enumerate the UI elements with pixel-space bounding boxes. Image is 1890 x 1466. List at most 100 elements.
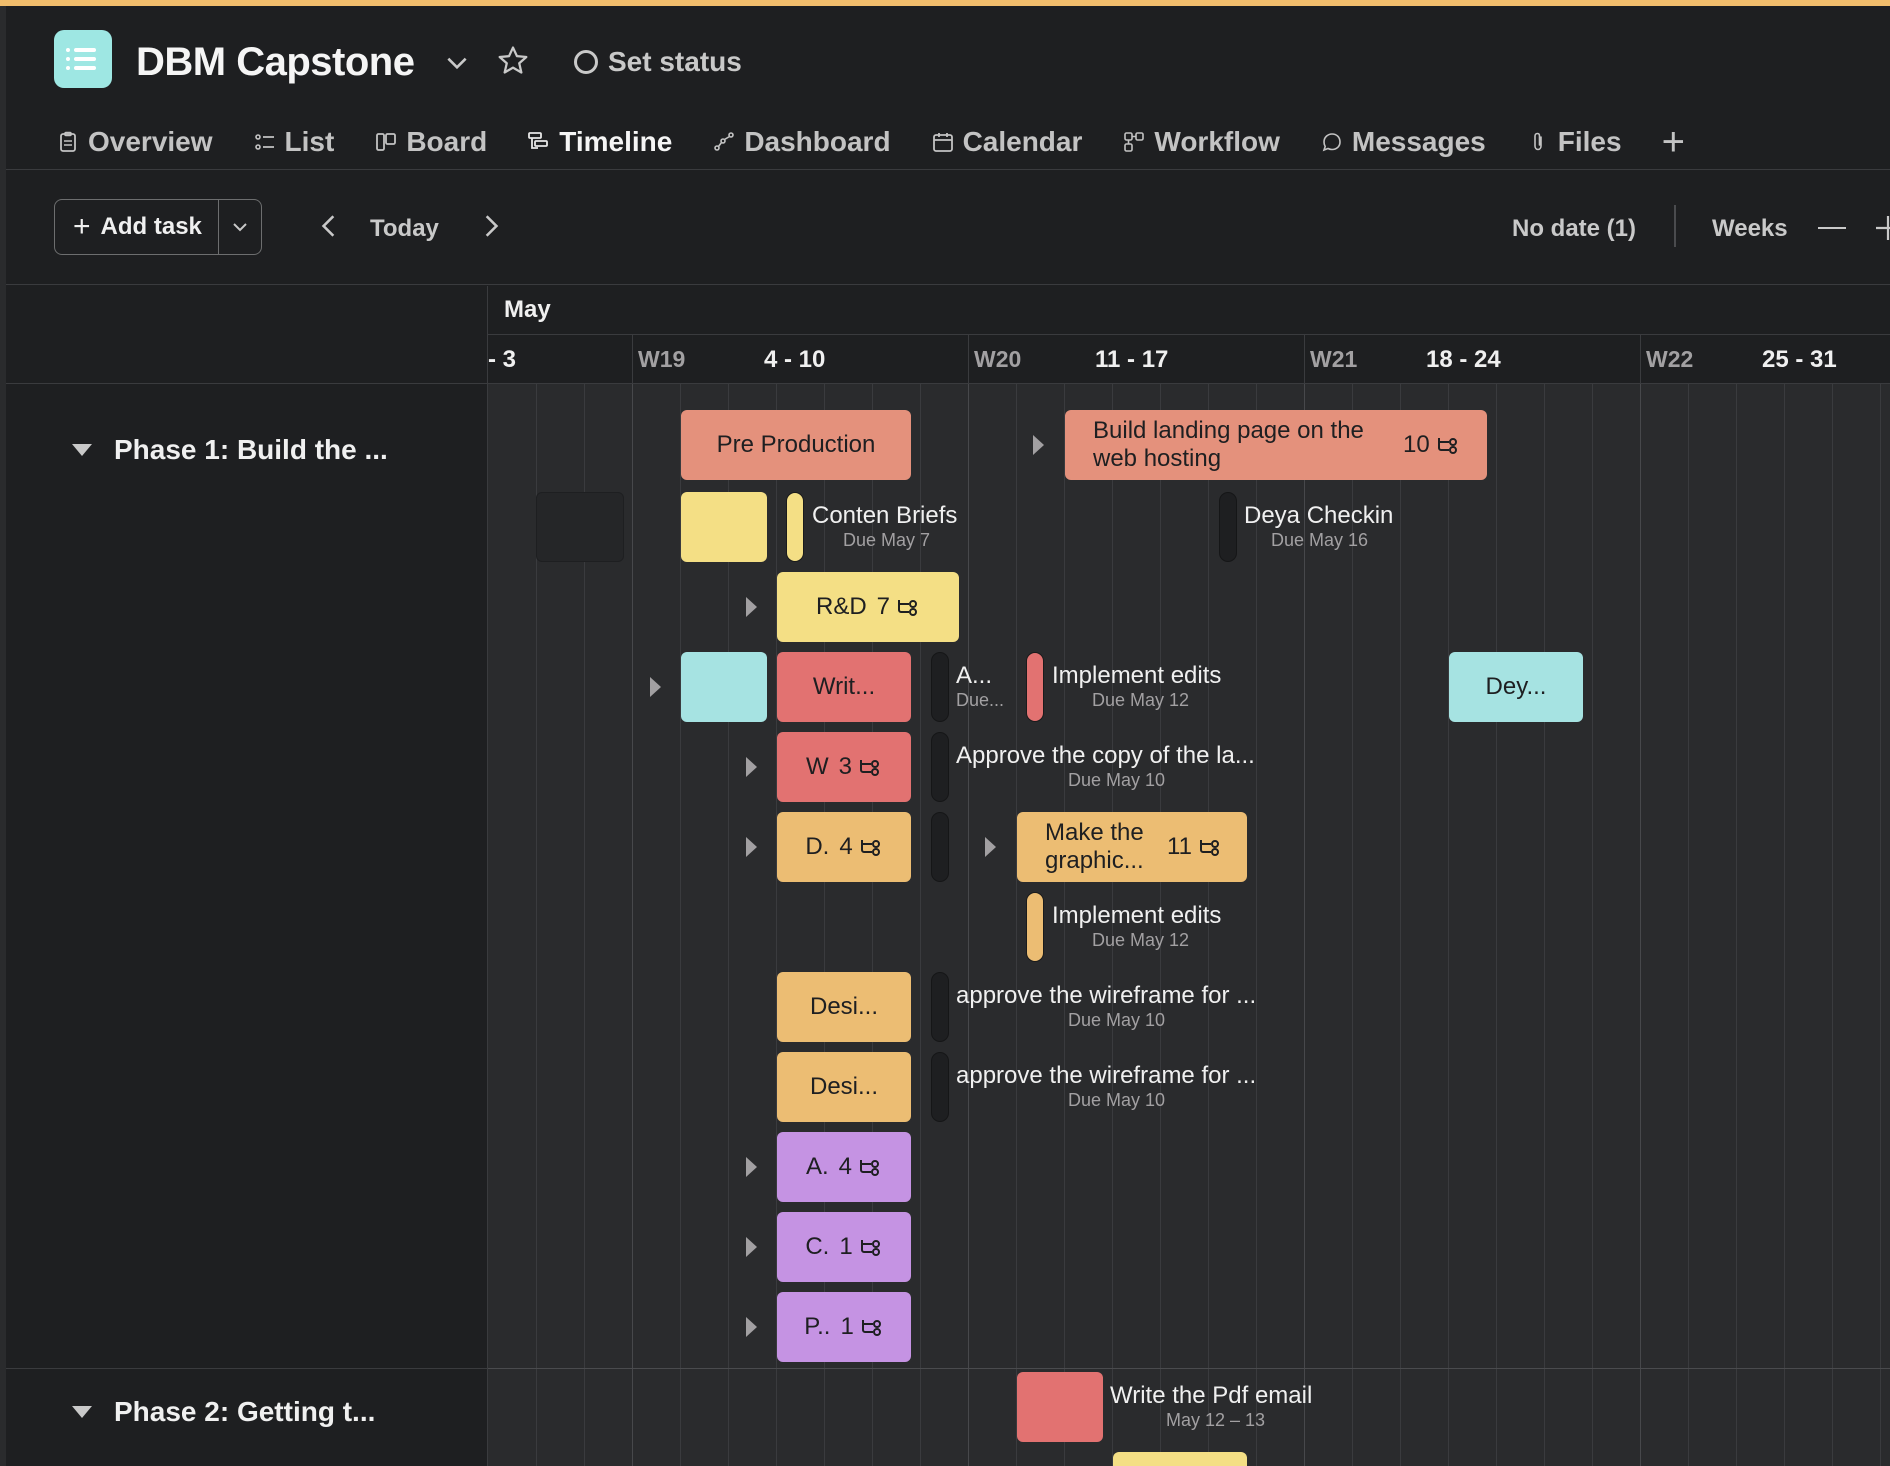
task-title[interactable]: Implement edits bbox=[1052, 662, 1222, 689]
task-bar-pdf-email[interactable] bbox=[1017, 1372, 1103, 1442]
month-divider bbox=[488, 334, 1890, 335]
section-header[interactable]: Phase 1: Build the ... bbox=[72, 434, 388, 466]
add-tab-button[interactable]: + bbox=[1662, 118, 1685, 166]
week-line bbox=[1304, 384, 1305, 1466]
task-bar-teal[interactable] bbox=[681, 652, 767, 722]
tab-files[interactable]: Files bbox=[1526, 118, 1622, 166]
task-bar-landing-page[interactable]: Build landing page on the web hosting 10 bbox=[1065, 410, 1487, 480]
subtask-count-value: 10 bbox=[1403, 431, 1430, 459]
no-date-button[interactable]: No date (1) bbox=[1512, 215, 1637, 242]
list-icon bbox=[254, 134, 274, 150]
list-icon[interactable] bbox=[54, 30, 112, 88]
task-bar-w[interactable]: W 3 bbox=[777, 732, 911, 802]
task-title: A. bbox=[805, 1153, 829, 1180]
tab-calendar[interactable]: Calendar bbox=[931, 118, 1082, 166]
expand-caret-icon[interactable] bbox=[746, 757, 757, 777]
tab-messages[interactable]: Messages bbox=[1320, 118, 1486, 166]
tab-board[interactable]: Board bbox=[374, 118, 487, 166]
expand-caret-icon[interactable] bbox=[650, 677, 661, 697]
day-line bbox=[1208, 384, 1209, 1466]
task-title[interactable]: Approve the copy of the la... bbox=[956, 742, 1255, 769]
expand-caret-icon[interactable] bbox=[746, 1317, 757, 1337]
task-title[interactable]: Deya Checkin bbox=[1244, 502, 1394, 529]
zoom-level-select[interactable]: Weeks bbox=[1712, 215, 1788, 242]
week-range: 18 - 24 bbox=[1426, 346, 1501, 373]
week-line bbox=[1640, 384, 1641, 1466]
milestone-marker[interactable] bbox=[931, 732, 949, 802]
subtask-count-value: 1 bbox=[839, 1233, 853, 1260]
expand-caret-icon[interactable] bbox=[985, 837, 996, 857]
day-line bbox=[1496, 384, 1497, 1466]
task-bar-make-graphic[interactable]: Make the graphic... 11 bbox=[1017, 812, 1247, 882]
zoom-in-button[interactable] bbox=[1876, 213, 1890, 243]
task-due-date: Due May 10 bbox=[1068, 770, 1166, 790]
task-bar-c[interactable]: C. 1 bbox=[777, 1212, 911, 1282]
top-accent-stripe bbox=[0, 0, 1890, 6]
task-due-date: Due May 10 bbox=[1068, 1010, 1166, 1030]
task-bar-dey[interactable]: Dey... bbox=[1449, 652, 1583, 722]
expand-caret-icon[interactable] bbox=[1033, 435, 1044, 455]
set-status-button[interactable]: Set status bbox=[574, 46, 742, 78]
day-line bbox=[536, 384, 537, 1466]
milestone-marker[interactable] bbox=[931, 652, 949, 722]
expand-caret-icon[interactable] bbox=[746, 597, 757, 617]
today-button[interactable]: Today bbox=[370, 215, 439, 242]
expand-caret-icon[interactable] bbox=[746, 1237, 757, 1257]
tab-list[interactable]: List bbox=[253, 118, 334, 166]
section-list-header bbox=[6, 286, 487, 384]
milestone-marker[interactable] bbox=[931, 812, 949, 882]
milestone-marker[interactable] bbox=[1026, 892, 1044, 962]
day-line bbox=[1016, 384, 1017, 1466]
expand-caret-icon[interactable] bbox=[746, 1157, 757, 1177]
task-bar-a[interactable]: A. 4 bbox=[777, 1132, 911, 1202]
star-icon[interactable] bbox=[496, 44, 530, 78]
day-line bbox=[1064, 384, 1065, 1466]
caret-down-icon[interactable] bbox=[72, 444, 92, 456]
section-header[interactable]: Phase 2: Getting t... bbox=[72, 1396, 375, 1428]
add-task-button[interactable]: + Add task bbox=[55, 200, 219, 254]
add-task-dropdown[interactable] bbox=[219, 200, 261, 254]
task-bar-yellow[interactable] bbox=[681, 492, 767, 562]
task-title[interactable]: approve the wireframe for ... bbox=[956, 982, 1257, 1009]
task-bar-desi[interactable]: Desi... bbox=[777, 972, 911, 1042]
task-due-date: Due May 10 bbox=[1068, 1090, 1166, 1110]
tab-timeline[interactable]: Timeline bbox=[527, 118, 673, 176]
expand-caret-icon[interactable] bbox=[746, 837, 757, 857]
tab-label: Board bbox=[406, 126, 488, 157]
milestone-marker[interactable] bbox=[786, 492, 804, 562]
task-bar-desi[interactable]: Desi... bbox=[777, 1052, 911, 1122]
task-title[interactable]: approve the wireframe for ... bbox=[956, 1062, 1257, 1089]
tab-workflow[interactable]: Workflow bbox=[1122, 118, 1280, 166]
task-bar-partial[interactable] bbox=[1113, 1452, 1247, 1466]
milestone-marker[interactable] bbox=[931, 972, 949, 1042]
chevron-right-icon[interactable] bbox=[478, 211, 504, 241]
caret-down-icon[interactable] bbox=[72, 1406, 92, 1418]
task-title[interactable]: A... bbox=[956, 662, 993, 689]
day-line bbox=[1400, 384, 1401, 1466]
chevron-down-icon[interactable] bbox=[444, 50, 470, 76]
milestone-marker[interactable] bbox=[1026, 652, 1044, 722]
milestone-marker[interactable] bbox=[1219, 492, 1237, 562]
milestone-marker[interactable] bbox=[931, 1052, 949, 1122]
task-bar-p[interactable]: P.. 1 bbox=[777, 1292, 911, 1362]
task-bar-rnd[interactable]: R&D 7 bbox=[777, 572, 959, 642]
tab-overview[interactable]: Overview bbox=[56, 118, 213, 166]
day-line bbox=[776, 384, 777, 1466]
task-title[interactable]: Conten Briefs bbox=[812, 502, 958, 529]
tab-dashboard[interactable]: Dashboard bbox=[712, 118, 891, 166]
project-title[interactable]: DBM Capstone bbox=[136, 40, 415, 84]
chevron-left-icon[interactable] bbox=[316, 211, 342, 241]
subtask-count-value: 1 bbox=[840, 1313, 854, 1340]
zoom-out-button[interactable] bbox=[1818, 227, 1846, 229]
week-number: W19 bbox=[638, 346, 686, 372]
subtask-count: 4 bbox=[839, 1153, 882, 1181]
project-tabs: Overview List Board Timeline Dashboard C… bbox=[56, 118, 1685, 176]
week-range: 11 - 17 bbox=[1095, 346, 1169, 373]
task-bar-writ[interactable]: Writ... bbox=[777, 652, 911, 722]
task-title[interactable]: Implement edits bbox=[1052, 902, 1222, 929]
task-bar-pre-production[interactable]: Pre Production bbox=[681, 410, 911, 480]
subtask-count: 11 bbox=[1167, 833, 1222, 861]
task-title[interactable]: Write the Pdf email bbox=[1110, 1382, 1313, 1409]
task-bar-d[interactable]: D. 4 bbox=[777, 812, 911, 882]
task-due-date: Due May 12 bbox=[1092, 690, 1190, 710]
